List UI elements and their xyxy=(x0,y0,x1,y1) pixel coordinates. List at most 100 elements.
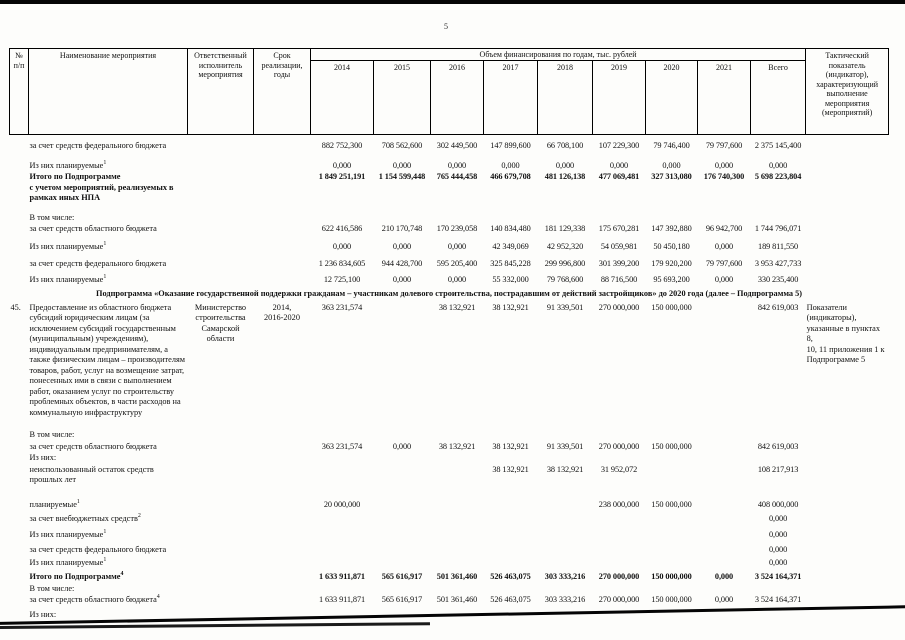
row-number xyxy=(10,452,29,464)
footnote-marker: 2 xyxy=(137,513,141,520)
value-cell: 0,000 xyxy=(501,160,520,170)
row-label: планируемые1 xyxy=(29,498,80,509)
value-cell: 42 349,069 xyxy=(492,241,529,251)
footnote-marker: 1 xyxy=(103,528,107,535)
value-cell: 565 616,917 xyxy=(381,595,423,604)
value-cell: 565 616,917 xyxy=(381,572,423,581)
value-cell: 2 375 145,400 xyxy=(754,141,802,150)
value-cell: 175 670,281 xyxy=(598,224,640,233)
value-cell xyxy=(698,300,751,419)
value-cell xyxy=(646,510,698,525)
row-label: Из них планируемые1 xyxy=(29,159,107,170)
year-col-header: 2020 xyxy=(645,60,698,135)
row-number xyxy=(10,510,29,525)
value-cell: 595 205,400 xyxy=(436,259,478,268)
table-row: за счет средств областного бюджета4 1 633… xyxy=(10,594,889,606)
value-cell xyxy=(593,452,646,464)
value-cell: 1 633 911,871 xyxy=(318,595,366,604)
value-cell: 299 996,800 xyxy=(544,259,586,268)
value-cell xyxy=(538,452,593,464)
value-cell xyxy=(646,525,698,541)
value-cell xyxy=(593,540,646,556)
responsible-cell: Министерство строительства Самарской обл… xyxy=(194,302,247,344)
value-cell: 270 000,000 xyxy=(598,595,640,604)
indicator-cell xyxy=(806,510,889,525)
value-cell: 150 000,000 xyxy=(651,572,692,581)
row-number xyxy=(10,486,29,511)
value-cell xyxy=(431,525,484,541)
value-cell: 238 000,000 xyxy=(598,499,640,509)
value-cell: 0,000 xyxy=(392,241,412,251)
year-col-header: 2017 xyxy=(483,60,538,135)
value-cell xyxy=(311,583,374,595)
value-cell: 1 849 251,191 xyxy=(318,172,366,181)
indicator-cell xyxy=(806,270,889,286)
value-cell xyxy=(431,540,484,556)
value-cell: 1 633 911,871 xyxy=(319,572,365,581)
table-row: за счет внебюджетных средств2 0,000 xyxy=(10,510,889,525)
table-row: Итого по Подпрограмме4 1 633 911,871 565 6… xyxy=(10,568,889,583)
value-cell: 270 000,000 xyxy=(598,441,640,451)
row-number xyxy=(10,204,29,224)
value-cell xyxy=(646,556,698,569)
value-cell: 0,000 xyxy=(332,160,352,170)
value-cell xyxy=(484,540,538,556)
value-cell: 0,000 xyxy=(768,514,788,523)
footnote-marker: 4 xyxy=(120,571,124,578)
value-cell: 0,000 xyxy=(332,241,352,251)
row-number xyxy=(10,171,29,204)
row-label: В том числе: xyxy=(29,583,75,593)
value-cell: 0,000 xyxy=(392,274,412,284)
value-cell: 0,000 xyxy=(768,160,788,170)
value-cell: 108 217,913 xyxy=(757,464,799,474)
row-label: Из них планируемые1 xyxy=(29,556,107,567)
value-cell xyxy=(751,452,806,464)
section-heading: Подпрограмма «Оказание государственной п… xyxy=(96,289,803,298)
value-cell: 150 000,000 xyxy=(651,595,692,604)
value-cell: 38 132,921 xyxy=(492,464,529,474)
value-cell xyxy=(538,583,593,595)
table-row: Из них: xyxy=(10,606,889,621)
years-header-row: 2014 2015 2016 2017 2018 2019 2020 2021 Всего xyxy=(10,60,889,135)
value-cell: 79 746,400 xyxy=(653,141,690,150)
value-cell: 3 524 164,371 xyxy=(754,595,802,604)
value-cell xyxy=(538,525,593,541)
section-heading-row: Подпрограмма «Оказание государственной п… xyxy=(10,285,889,300)
value-cell xyxy=(431,204,484,224)
value-cell xyxy=(538,510,593,525)
value-cell: 5 698 223,804 xyxy=(754,172,802,181)
row-label: неиспользованный остаток средств прошлых… xyxy=(29,464,154,485)
value-cell: 0,000 xyxy=(714,595,734,604)
value-cell xyxy=(374,525,431,541)
row-number xyxy=(10,540,29,556)
value-cell xyxy=(698,204,751,224)
value-cell: 0,000 xyxy=(714,572,734,581)
value-cell: 302 449,500 xyxy=(436,141,478,150)
value-cell: 363 231,574 xyxy=(321,302,363,312)
row-label: за счет внебюджетных средств2 xyxy=(29,513,141,523)
value-cell: 0,000 xyxy=(662,160,681,170)
indicator-cell xyxy=(806,204,889,224)
value-cell xyxy=(484,486,538,511)
row-label: В том числе: xyxy=(29,430,75,439)
indicator-cell xyxy=(806,441,889,453)
value-cell: 708 562,600 xyxy=(381,141,423,150)
year-col-header: 2014 xyxy=(310,60,374,135)
value-cell: 20 000,000 xyxy=(323,499,361,509)
value-cell xyxy=(593,556,646,569)
value-cell xyxy=(698,556,751,569)
indicator-cell xyxy=(806,486,889,511)
table-row: Из них планируемые1 0,000 0,000 0,000 42 349… xyxy=(10,235,889,253)
year-col-header: 2021 xyxy=(697,60,751,135)
indicator-cell xyxy=(806,223,889,235)
value-cell xyxy=(698,540,751,556)
value-cell xyxy=(374,583,431,595)
value-cell: 842 619,003 xyxy=(757,302,799,312)
footnote-marker: 4 xyxy=(156,594,160,601)
col-period-header: Срок реализации, годы xyxy=(253,48,311,135)
row-label: Предоставление из областного бюджета суб… xyxy=(29,302,186,417)
value-cell xyxy=(484,418,538,441)
value-cell xyxy=(698,418,751,441)
value-cell: 0,000 xyxy=(768,557,788,567)
row-label: за счет средств областного бюджета xyxy=(29,224,157,233)
